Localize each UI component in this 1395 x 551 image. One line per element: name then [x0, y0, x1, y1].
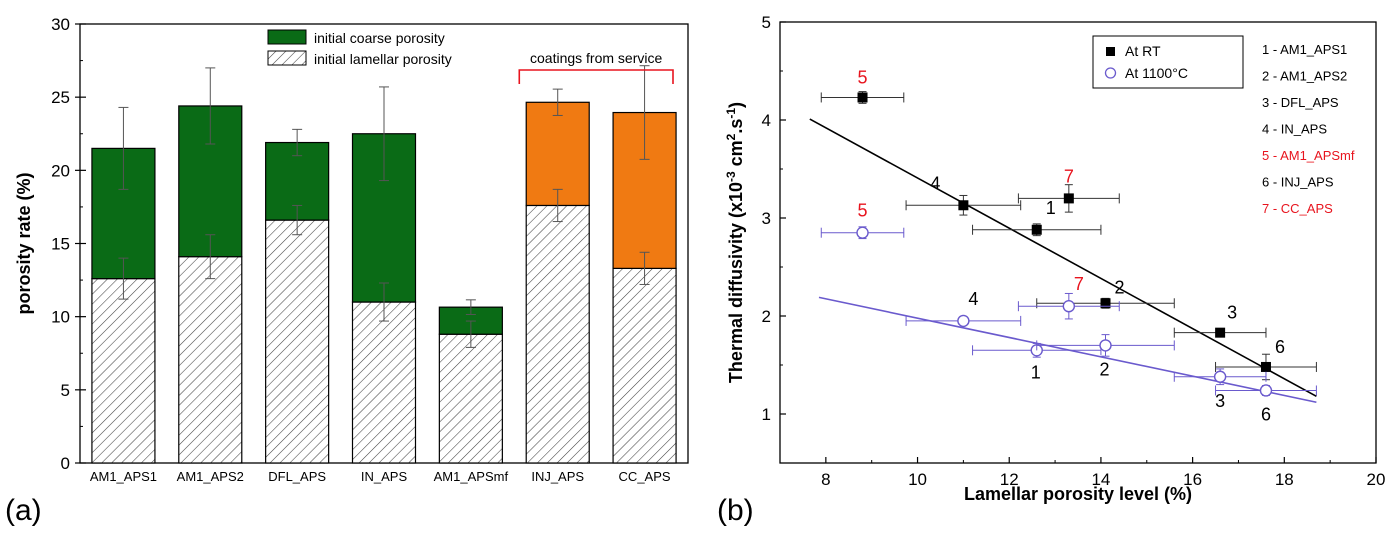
category-label-AM1_APS2: AM1_APS2 — [177, 469, 244, 484]
sample-list-item: 7 - CC_APS — [1262, 201, 1333, 216]
y-tick-label: 30 — [51, 15, 70, 34]
fit-line-rt — [809, 118, 1317, 398]
legend-label-rt: At RT — [1125, 43, 1161, 59]
sample-list-item: 2 - AM1_APS2 — [1262, 69, 1347, 84]
x-tick-label: 10 — [908, 470, 927, 489]
bar-lamellar-AM1_APS1 — [91, 278, 156, 464]
point-label-1100c: 1 — [1031, 362, 1041, 382]
point-label-1100c: 5 — [858, 201, 868, 221]
point-marker-rt — [1215, 327, 1226, 338]
y-axis-label-part: Thermal diffusivity (x10 — [726, 182, 746, 383]
y-axis-label-part: ) — [726, 102, 746, 108]
y-axis-label: porosity rate (%) — [14, 172, 34, 314]
point-marker-1100c — [1062, 300, 1076, 313]
y-tick-label: 1 — [762, 405, 771, 424]
y-tick-label: 5 — [762, 13, 771, 32]
panel-label-b: (b) — [717, 494, 754, 527]
y-tick-label: 4 — [762, 111, 771, 130]
y-tick-label: 0 — [61, 454, 70, 473]
category-label-IN_APS: IN_APS — [361, 469, 408, 484]
point-marker-1100c — [1213, 370, 1227, 383]
y-axis-label-superscript: -3 — [724, 171, 738, 182]
y-axis-label-superscript: -1 — [724, 108, 738, 119]
point-marker-1100c — [1259, 384, 1273, 397]
point-label-1100c: 2 — [1099, 359, 1109, 379]
point-label-rt: 2 — [1114, 277, 1124, 297]
bar-lamellar-AM1_APS2 — [178, 256, 243, 464]
legend-marker-1100c — [1104, 67, 1117, 79]
point-marker-rt — [1100, 298, 1111, 309]
y-axis-label-part: cm — [726, 140, 746, 171]
x-tick-label: 12 — [1000, 470, 1019, 489]
y-tick-label: 15 — [51, 235, 70, 254]
bar-lamellar-CC_APS — [612, 267, 677, 464]
legend-label-coarse: initial coarse porosity — [314, 30, 445, 46]
point-label-rt: 4 — [930, 173, 940, 193]
service-annotation: coatings from service — [530, 50, 662, 66]
legend-swatch-lamellar — [267, 50, 307, 66]
legend-label-lamellar: initial lamellar porosity — [314, 51, 452, 67]
point-label-rt: 6 — [1275, 337, 1285, 357]
sample-list-item: 6 - INJ_APS — [1262, 175, 1334, 190]
y-tick-label: 10 — [51, 308, 70, 327]
legend-swatch-coarse — [267, 29, 307, 45]
x-tick-label: 18 — [1275, 470, 1294, 489]
bar-lamellar-INJ_APS — [525, 204, 590, 464]
category-label-DFL_APS: DFL_APS — [268, 469, 326, 484]
point-label-rt: 3 — [1227, 303, 1237, 323]
x-tick-label: 20 — [1367, 470, 1386, 489]
point-label-1100c: 7 — [1074, 274, 1084, 294]
point-label-1100c: 3 — [1215, 391, 1225, 411]
legend-label-1100c: At 1100°C — [1125, 65, 1188, 81]
y-tick-label: 2 — [762, 307, 771, 326]
point-label-1100c: 6 — [1261, 404, 1271, 424]
legend-box — [1092, 35, 1244, 89]
x-tick-label: 16 — [1183, 470, 1202, 489]
sample-list-item: 4 - IN_APS — [1262, 122, 1327, 137]
point-marker-1100c — [856, 226, 869, 239]
y-tick-label: 25 — [51, 88, 70, 107]
y-tick-label: 20 — [51, 161, 70, 180]
point-marker-rt — [857, 92, 868, 103]
y-axis-label-superscript: 2 — [724, 133, 738, 140]
y-tick-label: 5 — [61, 381, 70, 400]
point-label-rt: 5 — [858, 67, 868, 87]
bar-lamellar-DFL_APS — [265, 219, 330, 464]
x-tick-label: 14 — [1091, 470, 1110, 489]
point-marker-1100c — [957, 314, 970, 328]
point-label-rt: 1 — [1046, 198, 1056, 218]
sample-list-item: 5 - AM1_APSmf — [1262, 148, 1355, 163]
x-tick-label: 8 — [821, 470, 830, 489]
y-tick-label: 3 — [762, 209, 771, 228]
y-axis-label-part: .s — [726, 119, 746, 134]
point-label-1100c: 4 — [968, 289, 978, 309]
sample-list-item: 3 - DFL_APS — [1262, 95, 1339, 110]
category-label-AM1_APSmf: AM1_APSmf — [434, 469, 509, 484]
sample-list-item: 1 - AM1_APS1 — [1262, 42, 1347, 57]
point-marker-1100c — [1099, 339, 1112, 352]
point-marker-rt — [958, 200, 969, 211]
category-label-CC_APS: CC_APS — [619, 469, 671, 484]
point-marker-rt — [1063, 193, 1074, 204]
category-label-INJ_APS: INJ_APS — [531, 469, 584, 484]
bar-chart-panel: 0 5 10 15 20 25 30 porosity rate (%) AM1_APS1 AM1… — [5, 15, 689, 527]
category-label-AM1_APS1: AM1_APS1 — [90, 469, 157, 484]
point-label-rt: 7 — [1064, 166, 1074, 186]
x-axis-label: Lamellar porosity level (%) — [964, 484, 1192, 504]
service-bracket — [518, 69, 674, 84]
bar-lamellar-AM1_APSmf — [438, 333, 503, 464]
point-marker-rt — [1031, 224, 1042, 235]
bar-lamellar-IN_APS — [351, 301, 417, 464]
panel-label-a: (a) — [5, 494, 42, 527]
y-axis-label: Thermal diffusivity (x10-3 cm2.s-1) — [724, 102, 746, 383]
plot-frame — [779, 21, 1377, 464]
legend-marker-rt — [1106, 47, 1115, 56]
point-marker-rt — [1260, 361, 1271, 372]
